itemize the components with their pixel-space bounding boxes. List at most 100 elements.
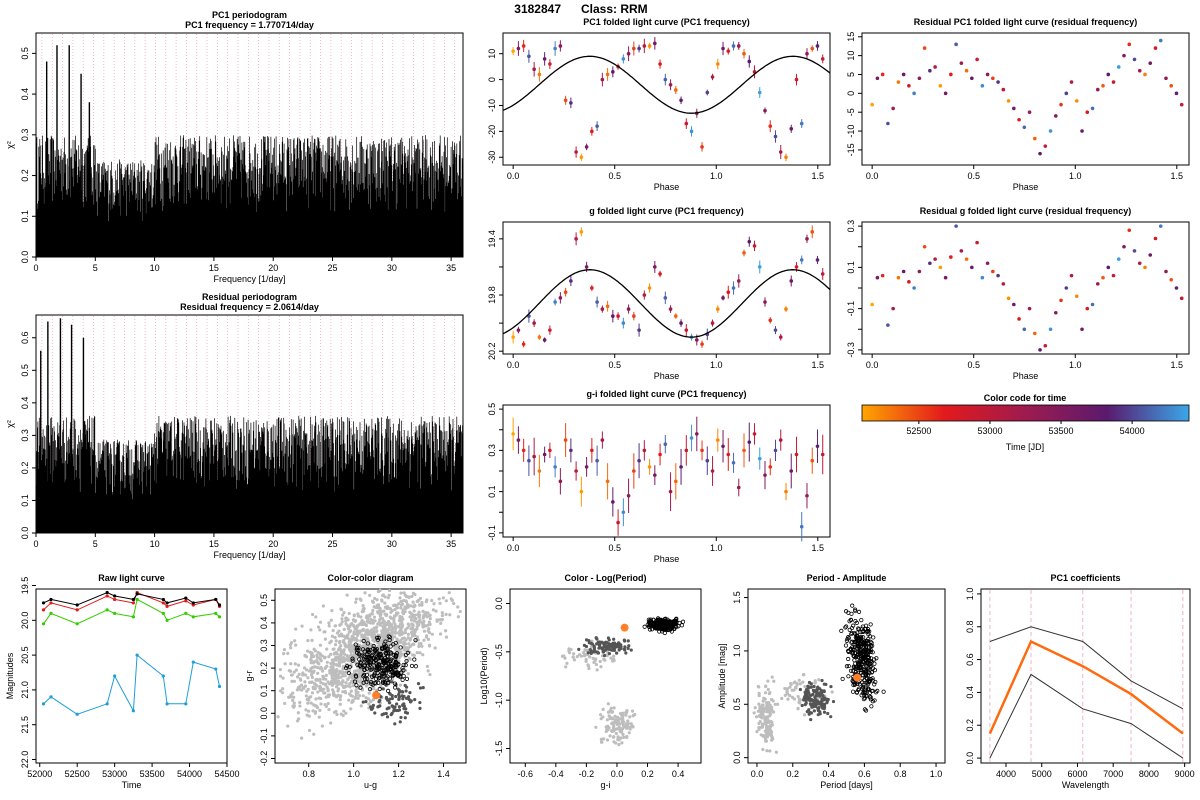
scatter-point <box>392 615 396 620</box>
x-tick-label: 0.0 <box>866 171 879 181</box>
scatter-point <box>361 638 366 644</box>
scatter-point <box>382 645 387 651</box>
scatter-point <box>612 654 616 658</box>
scatter-point <box>390 632 394 636</box>
scatter-point <box>301 673 305 677</box>
scatter-point <box>825 697 829 701</box>
scatter-point <box>796 706 800 711</box>
data-point <box>912 286 916 290</box>
scatter-point <box>409 612 413 616</box>
scatter-point <box>356 633 360 638</box>
scatter-point <box>341 613 345 617</box>
scatter-point <box>312 732 316 736</box>
scatter-point <box>594 662 598 667</box>
scatter-point <box>612 706 616 710</box>
y-tick-label: 0.3 <box>20 429 30 442</box>
data-point <box>584 265 589 269</box>
scatter-point <box>852 658 857 663</box>
scatter-point <box>322 687 326 691</box>
scatter-point <box>575 655 579 659</box>
scatter-point <box>380 598 384 602</box>
scatter-point <box>414 628 418 632</box>
data-point <box>870 302 874 307</box>
scatter-point <box>853 607 858 612</box>
scatter-point <box>814 701 818 705</box>
scatter-point <box>289 646 293 650</box>
scatter-point <box>378 623 382 627</box>
scatter-point <box>377 704 381 709</box>
chart-subtitle: PC1 frequency = 1.770714/day <box>185 20 314 30</box>
scatter-point <box>383 650 388 656</box>
data-point <box>1122 244 1126 249</box>
scatter-point <box>344 644 349 648</box>
scatter-point <box>856 627 861 632</box>
scatter-point <box>866 632 871 637</box>
data-point <box>574 150 578 154</box>
scatter-point <box>394 604 398 608</box>
scatter-point <box>281 676 285 680</box>
light-curve-point <box>217 615 222 619</box>
x-tick-label: 0.8 <box>894 769 907 779</box>
data-point <box>1127 228 1132 233</box>
scatter-point <box>372 639 377 643</box>
scatter-point <box>364 666 369 671</box>
y-tick-label: 0.2 <box>20 462 30 475</box>
data-point <box>721 296 725 300</box>
data-point <box>527 458 531 463</box>
scatter-point <box>308 680 312 684</box>
scatter-point <box>318 620 323 624</box>
scatter-point <box>859 618 864 623</box>
scatter-point <box>416 682 421 686</box>
scatter-point <box>860 624 865 629</box>
scatter-point <box>354 597 359 601</box>
scatter-point <box>772 679 776 683</box>
scatter-point <box>764 730 769 734</box>
light-curve-point <box>184 611 188 615</box>
x-tick-label: 0.0 <box>507 360 520 370</box>
scatter-point <box>611 645 615 649</box>
g_folded-panel: g folded light curve (PC1 frequency) 0.0 0… <box>487 206 831 381</box>
scatter-point <box>417 598 421 602</box>
data-point <box>763 473 767 477</box>
scatter-point <box>768 749 772 753</box>
x-axis-label: Frequency [1/day] <box>213 550 285 560</box>
scatter-point <box>388 650 393 655</box>
scatter-point <box>860 648 866 654</box>
scatter-point <box>403 652 409 658</box>
data-point <box>658 452 662 457</box>
scatter-point <box>758 709 762 713</box>
scatter-point <box>850 678 855 683</box>
y-axis-label: g-r <box>244 670 254 681</box>
data-point <box>1074 99 1079 103</box>
scatter-point <box>392 709 396 713</box>
light-curve-point <box>165 604 169 609</box>
y-tick-label: -1.0 <box>494 692 504 708</box>
scatter-point <box>458 609 462 614</box>
data-point <box>1179 102 1184 107</box>
scatter-point <box>304 655 309 659</box>
scatter-point <box>314 615 318 619</box>
scatter-point <box>316 661 320 665</box>
data-point <box>621 57 626 61</box>
scatter-point <box>606 636 611 640</box>
scatter-point <box>586 651 590 655</box>
scatter-point <box>849 625 855 631</box>
x-tick-label: 9000 <box>1175 769 1195 779</box>
data-point <box>1090 106 1095 111</box>
x-tick-label: 1.5 <box>812 543 825 553</box>
light-curve-point <box>161 601 165 605</box>
scatter-point <box>294 627 298 631</box>
scatter-point <box>387 676 392 681</box>
scatter-point <box>317 715 321 719</box>
scatter-point <box>765 725 769 730</box>
data-point <box>616 520 620 525</box>
scatter-point <box>409 663 415 669</box>
colorbar-tick-label: 53500 <box>1049 426 1074 436</box>
scatter-point <box>417 603 422 607</box>
scatter-point <box>390 680 394 684</box>
data-point <box>1106 72 1111 77</box>
scatter-point <box>662 630 667 636</box>
scatter-point <box>589 641 593 645</box>
data-point <box>553 465 557 469</box>
light-curve-point <box>131 709 135 713</box>
